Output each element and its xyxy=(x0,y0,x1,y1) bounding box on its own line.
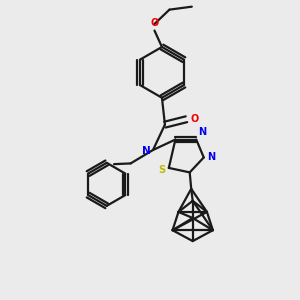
Text: O: O xyxy=(191,114,199,124)
Text: N: N xyxy=(207,152,215,162)
Text: N: N xyxy=(142,146,151,157)
Text: N: N xyxy=(198,127,206,136)
Text: S: S xyxy=(158,165,165,175)
Text: O: O xyxy=(150,18,159,28)
